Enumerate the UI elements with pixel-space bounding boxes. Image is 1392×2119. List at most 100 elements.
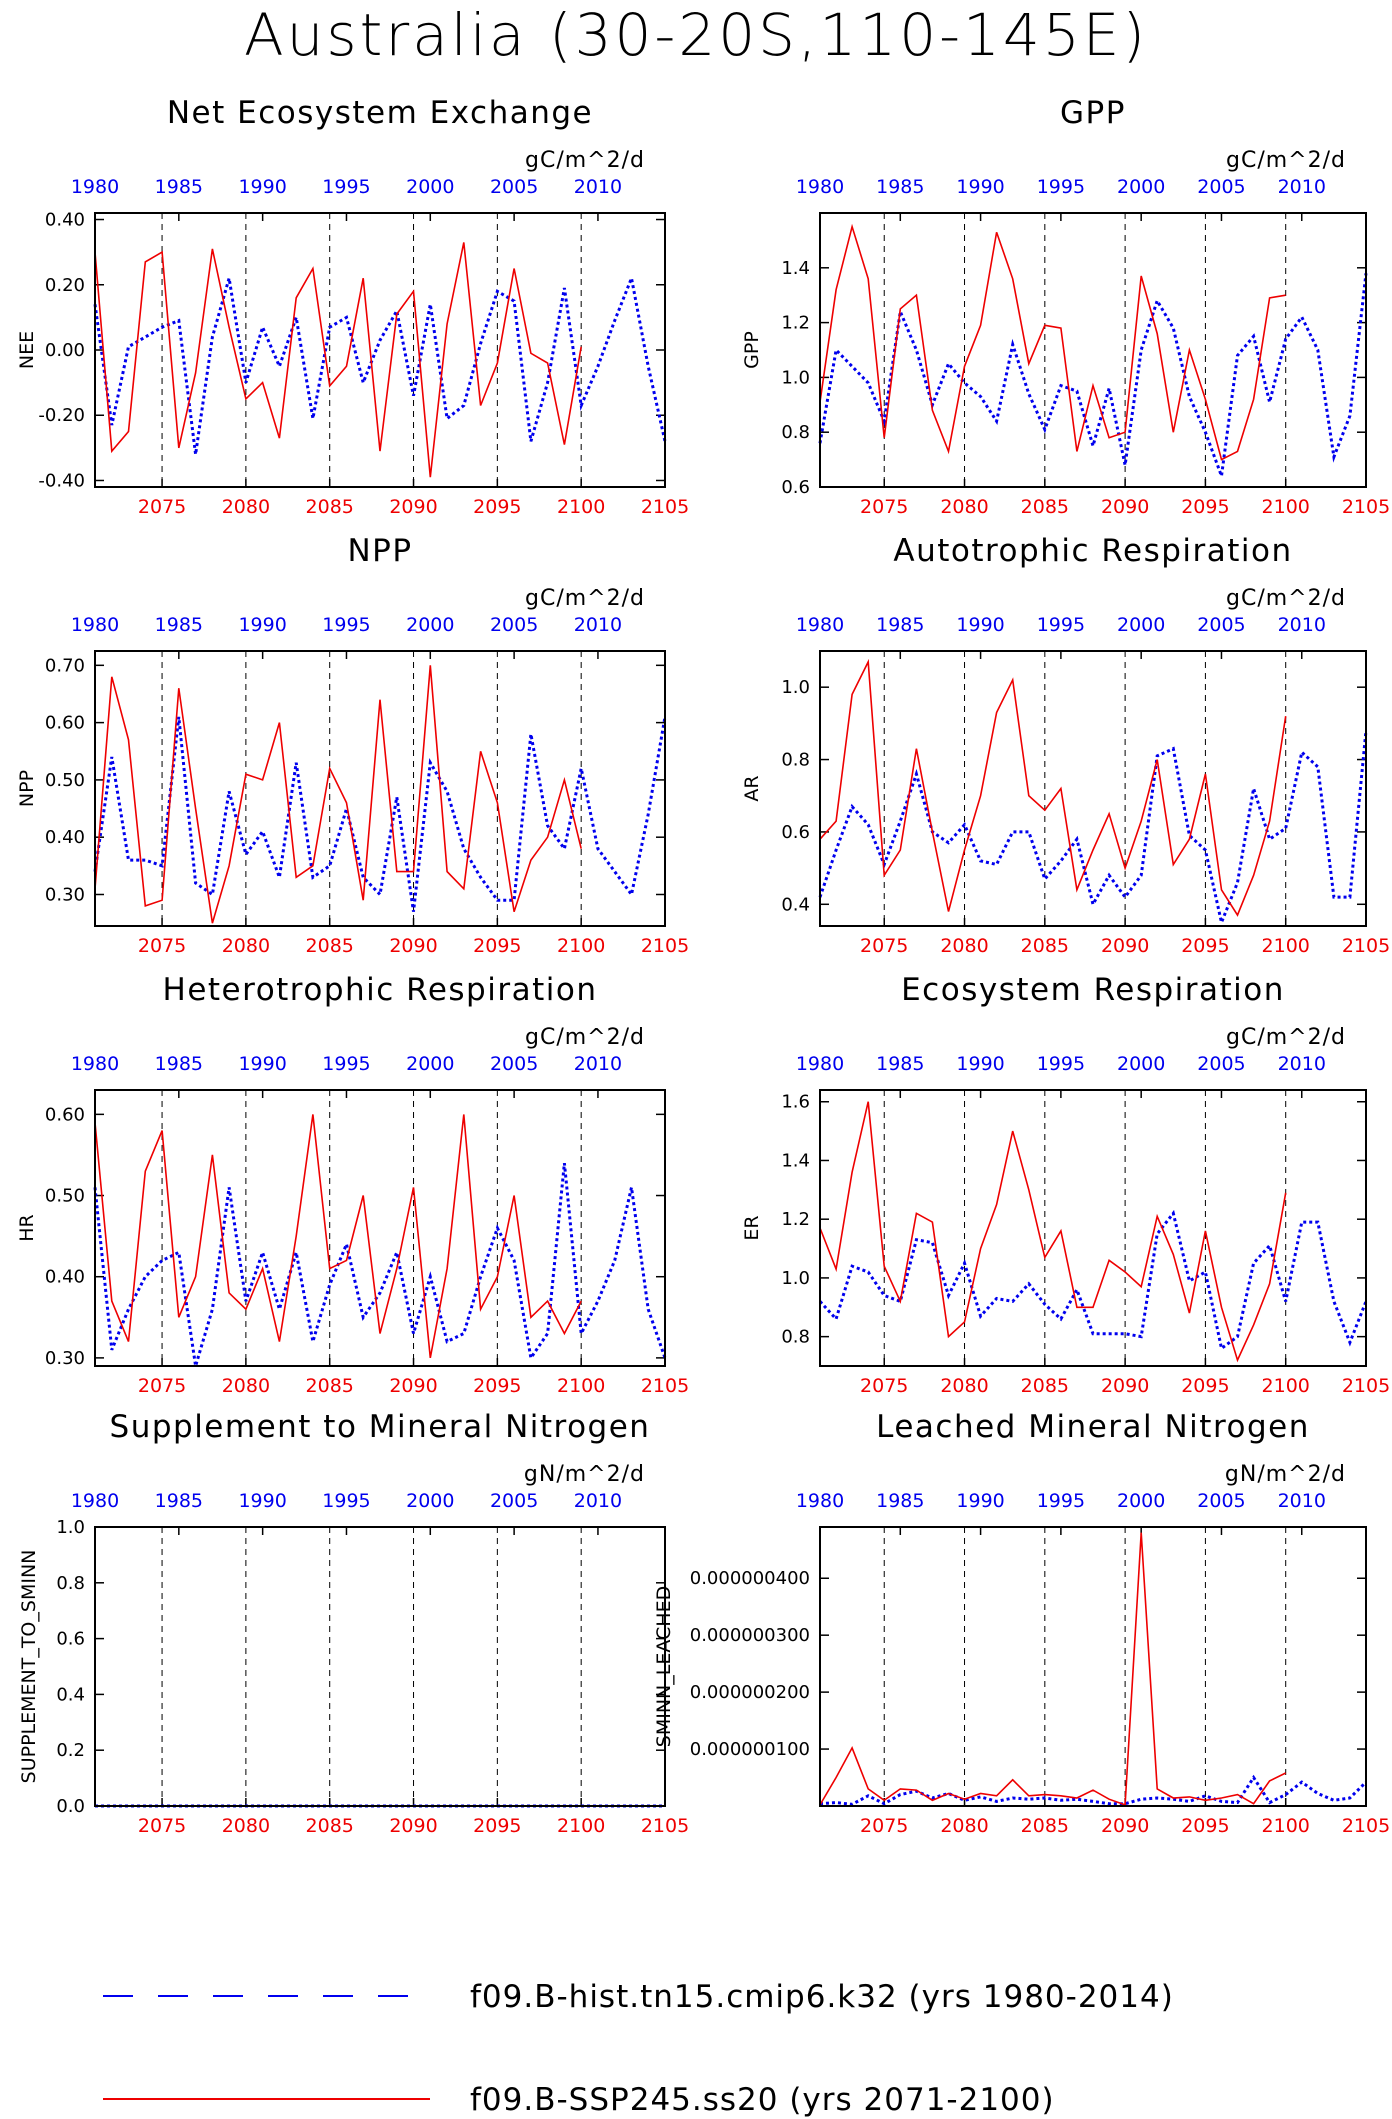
y-tick-label: 0.6 <box>781 477 810 498</box>
bottom-tick-label: 2105 <box>641 1815 689 1837</box>
y-tick-label: 0.000000100 <box>690 1739 810 1760</box>
top-tick-label: 1980 <box>71 614 119 636</box>
y-tick-label: 0.8 <box>56 1573 85 1594</box>
y-tick-label: 0.6 <box>781 822 810 843</box>
bottom-tick-label: 2075 <box>860 1815 908 1837</box>
y-tick-label: 1.0 <box>781 677 810 698</box>
bottom-tick-label: 2075 <box>138 1375 186 1397</box>
y-tick-label: 1.2 <box>781 313 810 334</box>
series-line-hist <box>93 272 667 455</box>
y-tick-label: 0.40 <box>45 1267 85 1288</box>
units-label: gC/m^2/d <box>525 586 645 611</box>
panel-title: NPP <box>347 533 412 569</box>
top-tick-label: 2005 <box>1197 1490 1245 1512</box>
y-tick-label: 1.0 <box>56 1517 85 1538</box>
y-tick-label: 0.8 <box>781 1327 810 1348</box>
top-tick-label: 2010 <box>574 176 622 198</box>
y-axis-label: SUPPLEMENT_TO_SMINN <box>18 1550 40 1784</box>
top-tick-label: 2000 <box>1117 1490 1165 1512</box>
top-tick-label: 1985 <box>155 614 203 636</box>
top-tick-label: 1995 <box>322 1053 370 1075</box>
plot-frame <box>819 1089 1367 1367</box>
bottom-tick-label: 2085 <box>1021 1375 1069 1397</box>
top-tick-label: 1980 <box>796 1490 844 1512</box>
y-tick-label: 0.000000200 <box>690 1682 810 1703</box>
bottom-tick-label: 2085 <box>1021 935 1069 957</box>
top-tick-label: 1980 <box>71 1490 119 1512</box>
top-tick-label: 1980 <box>796 1053 844 1075</box>
top-tick-label: 1995 <box>1037 1053 1085 1075</box>
bottom-tick-label: 2105 <box>1342 1815 1390 1837</box>
y-tick-label: 0.0 <box>56 1796 85 1817</box>
bottom-tick-label: 2090 <box>1101 496 1149 518</box>
top-tick-label: 1990 <box>956 1053 1004 1075</box>
top-tick-label: 2000 <box>1117 1053 1165 1075</box>
bottom-tick-label: 2085 <box>1021 1815 1069 1837</box>
bottom-tick-label: 2080 <box>940 1375 988 1397</box>
top-tick-label: 1995 <box>322 1490 370 1512</box>
bottom-tick-label: 2095 <box>1181 1815 1229 1837</box>
top-tick-label: 1985 <box>876 176 924 198</box>
bottom-tick-label: 2100 <box>557 1815 605 1837</box>
bottom-tick-label: 2105 <box>1342 496 1390 518</box>
bottom-tick-label: 2100 <box>1262 935 1310 957</box>
y-tick-label: 1.6 <box>781 1092 810 1113</box>
bottom-tick-label: 2100 <box>557 1375 605 1397</box>
bottom-tick-label: 2090 <box>1101 1375 1149 1397</box>
series-line-hist <box>818 730 1368 928</box>
units-label: gC/m^2/d <box>525 1025 645 1050</box>
bottom-tick-label: 2095 <box>473 935 521 957</box>
y-tick-label: 0.40 <box>45 827 85 848</box>
plot-frame <box>94 1526 666 1807</box>
top-tick-label: 2010 <box>574 614 622 636</box>
bottom-tick-label: 2100 <box>1262 496 1310 518</box>
bottom-tick-label: 2105 <box>641 1375 689 1397</box>
top-tick-label: 1980 <box>71 1053 119 1075</box>
top-tick-label: 1990 <box>238 614 286 636</box>
top-tick-label: 2005 <box>490 1053 538 1075</box>
series-line-ssp245 <box>819 223 1286 461</box>
top-tick-label: 1985 <box>876 614 924 636</box>
bottom-tick-label: 2080 <box>222 1375 270 1397</box>
top-tick-label: 2010 <box>1278 1490 1326 1512</box>
bottom-tick-label: 2085 <box>306 1815 354 1837</box>
y-tick-label: 0.8 <box>781 422 810 443</box>
panel-title: Supplement to Mineral Nitrogen <box>110 1409 651 1445</box>
units-label: gC/m^2/d <box>1226 148 1346 173</box>
y-tick-label: 0.4 <box>781 894 810 915</box>
top-tick-label: 2005 <box>1197 1053 1245 1075</box>
panel-title: Net Ecosystem Exchange <box>167 95 593 131</box>
top-tick-label: 1985 <box>155 176 203 198</box>
series-line-ssp245 <box>94 665 582 924</box>
top-tick-label: 2000 <box>406 614 454 636</box>
y-tick-label: 0.20 <box>45 275 85 296</box>
y-tick-label: 0.8 <box>781 750 810 771</box>
series-line-hist <box>93 716 667 912</box>
bottom-tick-label: 2105 <box>1342 935 1390 957</box>
y-tick-label: 0.60 <box>45 713 85 734</box>
top-tick-label: 2005 <box>490 1490 538 1512</box>
top-tick-label: 1990 <box>238 1053 286 1075</box>
series-line-ssp245 <box>94 242 582 478</box>
plot-frame <box>94 1089 666 1367</box>
bottom-tick-label: 2085 <box>1021 496 1069 518</box>
bottom-tick-label: 2080 <box>222 496 270 518</box>
series-line-ssp245 <box>819 1101 1287 1363</box>
top-tick-label: 2000 <box>406 1490 454 1512</box>
y-tick-label: 1.0 <box>781 1268 810 1289</box>
y-tick-label: 1.2 <box>781 1209 810 1230</box>
top-tick-label: 1990 <box>238 1490 286 1512</box>
top-tick-label: 1995 <box>1037 1490 1085 1512</box>
top-tick-label: 2000 <box>406 176 454 198</box>
y-tick-label: 0.6 <box>56 1629 85 1650</box>
top-tick-label: 1995 <box>1037 176 1085 198</box>
panel-title: Leached Mineral Nitrogen <box>876 1409 1310 1445</box>
top-tick-label: 2005 <box>490 614 538 636</box>
top-tick-label: 1985 <box>876 1490 924 1512</box>
legend-label-2: f09.B-SSP245.ss20 (yrs 2071-2100) <box>470 2082 1055 2118</box>
bottom-tick-label: 2090 <box>389 1815 437 1837</box>
units-label: gC/m^2/d <box>1226 1025 1346 1050</box>
top-tick-label: 2010 <box>1278 614 1326 636</box>
panel-2: GPP gC/m^2/d 1980 1985 1990 1995 2000 2005 2010 2… <box>741 95 1390 518</box>
top-tick-label: 1980 <box>71 176 119 198</box>
